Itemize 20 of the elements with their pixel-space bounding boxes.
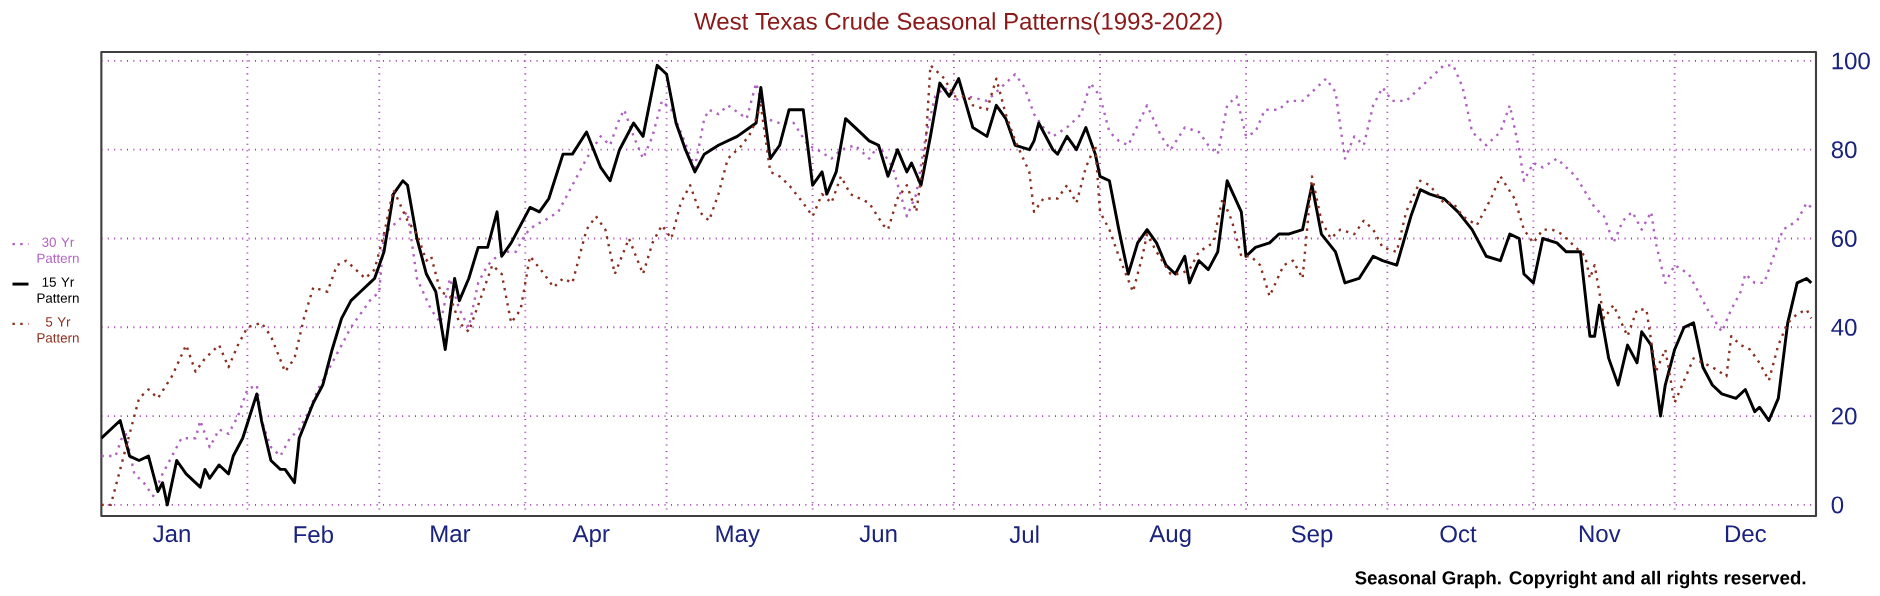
chart-title: West Texas Crude Seasonal Patterns(1993-2022)	[694, 12, 1222, 35]
x-tick-label: Mar	[431, 525, 471, 543]
y-tick-label: 80	[1831, 141, 1857, 159]
x-tick-label: Feb	[294, 525, 333, 544]
x-tick-label: Sep	[1291, 525, 1333, 548]
y-tick-label: 0	[1831, 496, 1844, 514]
y-tick-label: 40	[1831, 318, 1857, 336]
x-tick-label: May	[716, 525, 760, 547]
x-tick-label: Aug	[1149, 525, 1191, 547]
text: Seasonal Graph. Copyright and all rights reserved.	[1355, 570, 1806, 589]
y-tick-label: 100	[1832, 52, 1870, 70]
x-tick-label: Dec	[1725, 525, 1767, 543]
x-tick-label: Jun	[859, 525, 897, 543]
y-tick-label: 20	[1831, 407, 1857, 425]
x-tick-label: Oct	[1440, 525, 1477, 543]
x-tick-label: Nov	[1579, 525, 1621, 543]
y-tick-label: 60	[1831, 229, 1857, 248]
x-tick-label: Apr	[572, 525, 610, 547]
x-tick-label: Jul	[1009, 525, 1039, 544]
x-tick-label: Jan	[153, 525, 190, 543]
